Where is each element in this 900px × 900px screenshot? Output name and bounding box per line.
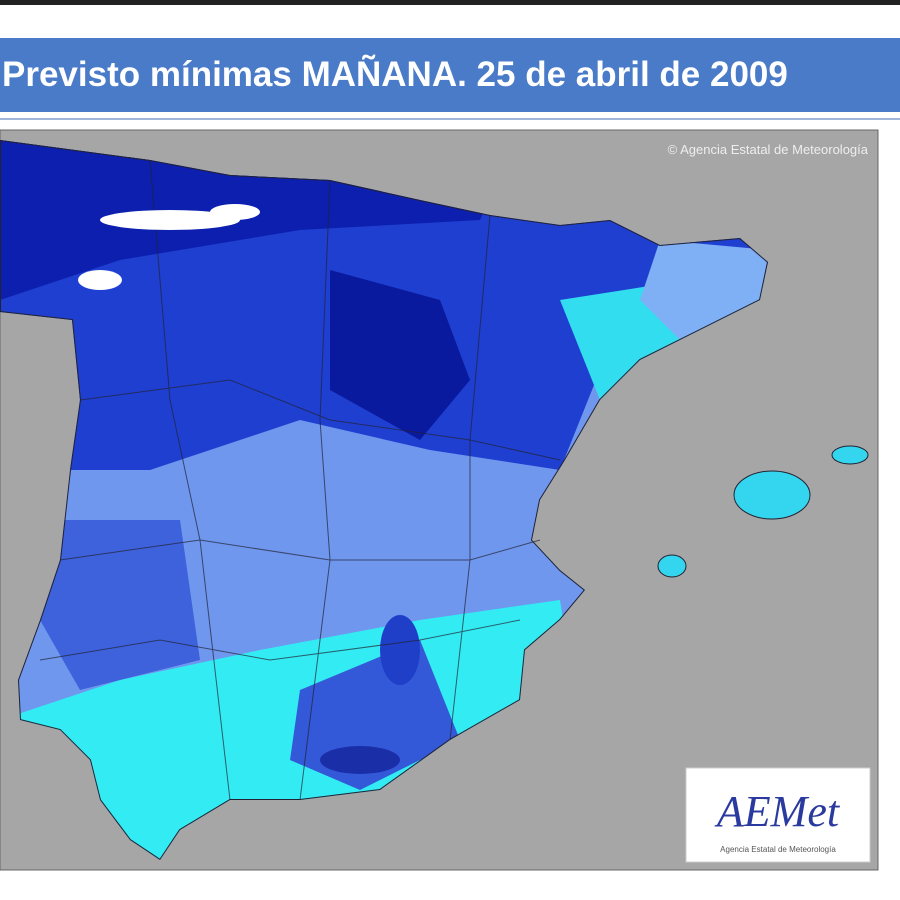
logo-box — [685, 767, 871, 863]
title-bar: Previsto mínimas MAÑANA. 25 de abril de … — [0, 38, 900, 112]
top-border — [0, 0, 900, 5]
snow-patches — [78, 204, 260, 290]
region-borders — [39, 159, 561, 801]
coastline — [0, 140, 768, 860]
separator — [0, 118, 900, 120]
logo: AEMet — [714, 787, 841, 836]
map: © Agencia Estatal de Meteorología AEMet … — [0, 129, 879, 871]
logo-subtitle: Agencia Estatal de Meteorología — [720, 845, 836, 854]
copyright: © Agencia Estatal de Meteorología — [668, 142, 869, 157]
temperature-field — [0, 140, 768, 860]
balearic-islands — [657, 445, 869, 578]
